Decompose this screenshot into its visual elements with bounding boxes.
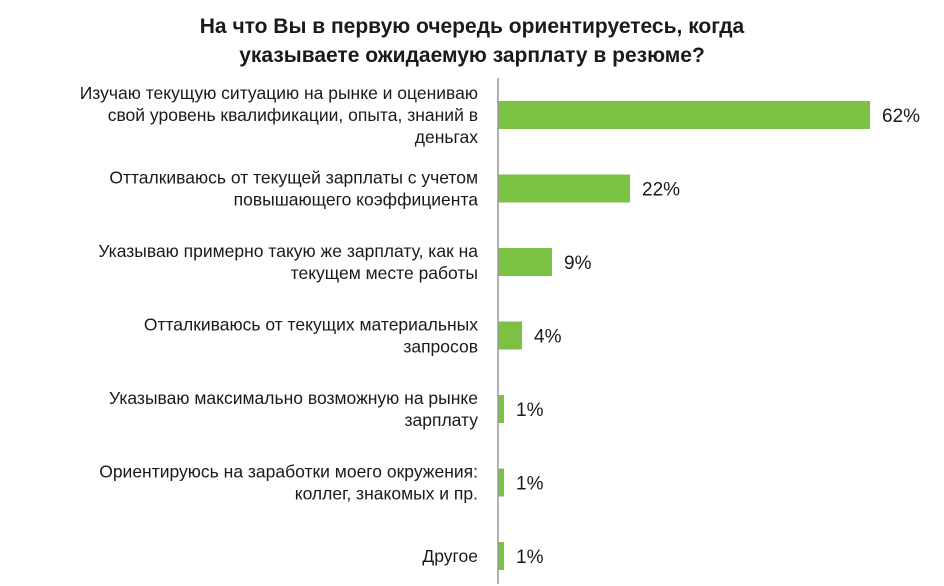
value-label-5: 1%: [516, 400, 544, 421]
value-label-3: 9%: [564, 253, 592, 274]
bar-7: [498, 542, 504, 570]
bar-4: [498, 321, 522, 350]
chart-title-line-2: указываете ожидаемую зарплату в резюме?: [239, 44, 705, 67]
value-label-6: 1%: [516, 474, 544, 495]
value-label-1: 62%: [882, 106, 920, 127]
category-label-4-line-2: запросов: [403, 337, 478, 357]
category-label-5-line-2: зарплату: [405, 410, 479, 430]
value-label-4: 4%: [534, 327, 562, 348]
chart-title: На что Вы в первую очередь ориентируетес…: [0, 12, 944, 70]
category-label-1-line-1: Изучаю текущую ситуацию на рынке и оцени…: [80, 83, 478, 103]
category-label-6-line-1: Ориентируюсь на заработки моего окружени…: [99, 462, 478, 482]
bar-2: [498, 174, 630, 203]
category-label-3-line-2: текущем месте работы: [291, 263, 478, 283]
category-label-2-line-1: Отталкиваюсь от текущей зарплаты с учето…: [109, 168, 478, 188]
value-label-7: 1%: [516, 547, 544, 568]
category-label-4-line-1: Отталкиваюсь от текущих материальных: [144, 315, 478, 335]
category-label-2-line-2: повышающего коэффициента: [234, 190, 479, 210]
bar-5: [498, 395, 504, 423]
value-label-2: 22%: [642, 180, 680, 201]
category-label-5-line-1: Указываю максимально возможную на рынке: [109, 388, 478, 408]
category-label-6-line-2: коллег, знакомых и пр.: [295, 484, 478, 504]
category-label-7-line-1: Другое: [422, 546, 478, 566]
bar-3: [498, 248, 552, 276]
category-label-1-line-3: деньгах: [415, 127, 478, 147]
category-label-3-line-1: Указываю примерно такую же зарплату, как…: [98, 241, 478, 261]
category-label-1-line-2: свой уровень квалификации, опыта, знаний…: [108, 105, 478, 125]
chart-title-line-1: На что Вы в первую очередь ориентируетес…: [199, 15, 745, 38]
bar-1: [498, 101, 870, 129]
bar-6: [498, 468, 504, 497]
